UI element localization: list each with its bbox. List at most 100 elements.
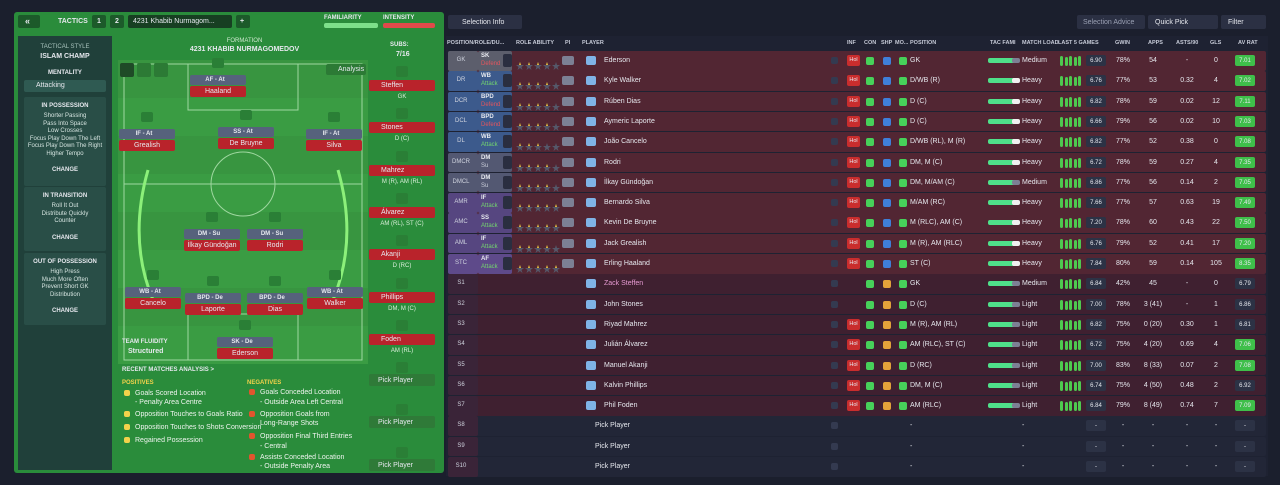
player-select[interactable] xyxy=(831,239,838,247)
view-button[interactable] xyxy=(154,63,168,77)
quick-pick-button[interactable] xyxy=(1148,15,1218,29)
mentality-select[interactable] xyxy=(24,80,106,92)
player-select[interactable] xyxy=(831,77,838,85)
role-select[interactable] xyxy=(503,175,512,189)
player-select[interactable] xyxy=(831,117,838,125)
role-box[interactable] xyxy=(307,287,363,297)
role-box[interactable] xyxy=(185,293,241,303)
bench-name-box[interactable] xyxy=(369,291,435,303)
player-shirt xyxy=(212,58,224,68)
selection-advice-button[interactable] xyxy=(1077,15,1145,29)
role-box[interactable] xyxy=(218,127,274,137)
role-box[interactable] xyxy=(247,229,303,239)
role-box[interactable] xyxy=(306,129,362,139)
role-select[interactable] xyxy=(503,135,512,149)
view-button[interactable] xyxy=(120,63,134,77)
pick-box[interactable] xyxy=(369,374,435,387)
role-select[interactable] xyxy=(503,94,512,108)
name-box[interactable] xyxy=(185,304,241,315)
tactic-select[interactable] xyxy=(128,15,232,28)
name-box[interactable] xyxy=(190,86,246,97)
role-select[interactable] xyxy=(503,196,512,210)
slot-button[interactable] xyxy=(92,15,106,28)
bench-name-box[interactable] xyxy=(369,249,435,261)
player-select[interactable] xyxy=(831,320,838,328)
role-select[interactable] xyxy=(503,74,512,88)
player-select[interactable] xyxy=(831,300,838,308)
player-select[interactable] xyxy=(831,463,838,470)
name-box[interactable] xyxy=(247,304,303,315)
player-shirt xyxy=(240,110,252,120)
phase-change[interactable]: CHANGE xyxy=(51,167,78,173)
tac-fami-bar xyxy=(988,281,1018,287)
name-box[interactable] xyxy=(306,140,362,151)
phase-change[interactable]: CHANGE xyxy=(51,234,78,241)
role-box[interactable] xyxy=(119,129,175,139)
analysis-button[interactable] xyxy=(326,64,366,75)
match-load: Heavy xyxy=(1022,77,1042,85)
bench-name-box[interactable] xyxy=(369,333,435,345)
name-box[interactable] xyxy=(125,298,181,309)
role-select[interactable] xyxy=(503,257,512,270)
player-select[interactable] xyxy=(831,361,838,369)
inf: Hol xyxy=(849,158,858,165)
player-name: Ederson xyxy=(604,57,631,64)
player-select[interactable] xyxy=(831,442,838,450)
role-box[interactable] xyxy=(184,229,240,239)
player-select[interactable] xyxy=(831,158,838,166)
player-select[interactable] xyxy=(831,178,838,186)
pick-box[interactable] xyxy=(369,458,435,471)
player-name: Rodri xyxy=(604,158,621,166)
player-select[interactable] xyxy=(831,57,838,64)
name-box[interactable] xyxy=(119,140,175,151)
last-five-bar xyxy=(1064,381,1068,391)
role-select[interactable] xyxy=(503,216,512,230)
player-select[interactable] xyxy=(831,402,838,410)
name-box[interactable] xyxy=(217,348,273,359)
bench-name-box[interactable] xyxy=(369,80,435,91)
form-box xyxy=(1086,440,1106,452)
pick-box[interactable] xyxy=(369,416,435,429)
role-select[interactable] xyxy=(503,236,512,250)
last-five-bar xyxy=(1064,260,1068,269)
bench-name-box[interactable] xyxy=(369,164,435,176)
role-box[interactable] xyxy=(190,75,246,85)
apps: 60 xyxy=(1149,219,1157,227)
role-select[interactable] xyxy=(503,54,512,67)
player-select[interactable] xyxy=(831,219,838,227)
slot-button[interactable] xyxy=(110,15,124,28)
player-select[interactable] xyxy=(831,381,838,389)
player-select[interactable] xyxy=(831,199,838,207)
player-select[interactable] xyxy=(831,97,838,105)
bench-name-box[interactable] xyxy=(369,206,435,218)
player-select[interactable] xyxy=(831,138,838,146)
bench-name-box[interactable] xyxy=(369,122,435,134)
player-select[interactable] xyxy=(831,341,838,349)
view-button[interactable] xyxy=(137,63,151,77)
player-select[interactable] xyxy=(831,280,838,288)
form-box xyxy=(1086,197,1106,209)
name-box[interactable] xyxy=(218,138,274,149)
av-rat: 7.50 xyxy=(1239,220,1251,227)
role-box[interactable] xyxy=(125,287,181,297)
player-name: Cancelo xyxy=(140,300,166,307)
role-box[interactable] xyxy=(217,337,273,347)
role-select[interactable] xyxy=(503,155,512,169)
column-header: ASTS/90 xyxy=(1176,40,1199,46)
phase-change[interactable]: CHANGE xyxy=(51,308,78,314)
player-select[interactable] xyxy=(831,260,838,267)
name-box[interactable] xyxy=(247,240,303,251)
phase-item: Prevent Short GK xyxy=(41,284,89,290)
role-box[interactable] xyxy=(247,293,303,303)
name-box[interactable] xyxy=(184,240,240,251)
selection-info-button[interactable] xyxy=(448,15,522,29)
player-select[interactable] xyxy=(831,422,838,430)
filter-button[interactable] xyxy=(1221,15,1266,29)
gls: 17 xyxy=(1212,239,1220,247)
duty: Attack xyxy=(481,203,498,210)
role-select[interactable] xyxy=(503,114,512,128)
name-box[interactable] xyxy=(307,298,363,309)
collapse-button[interactable] xyxy=(18,15,40,28)
add-button[interactable] xyxy=(236,15,250,28)
last-five-bar xyxy=(1073,199,1077,209)
